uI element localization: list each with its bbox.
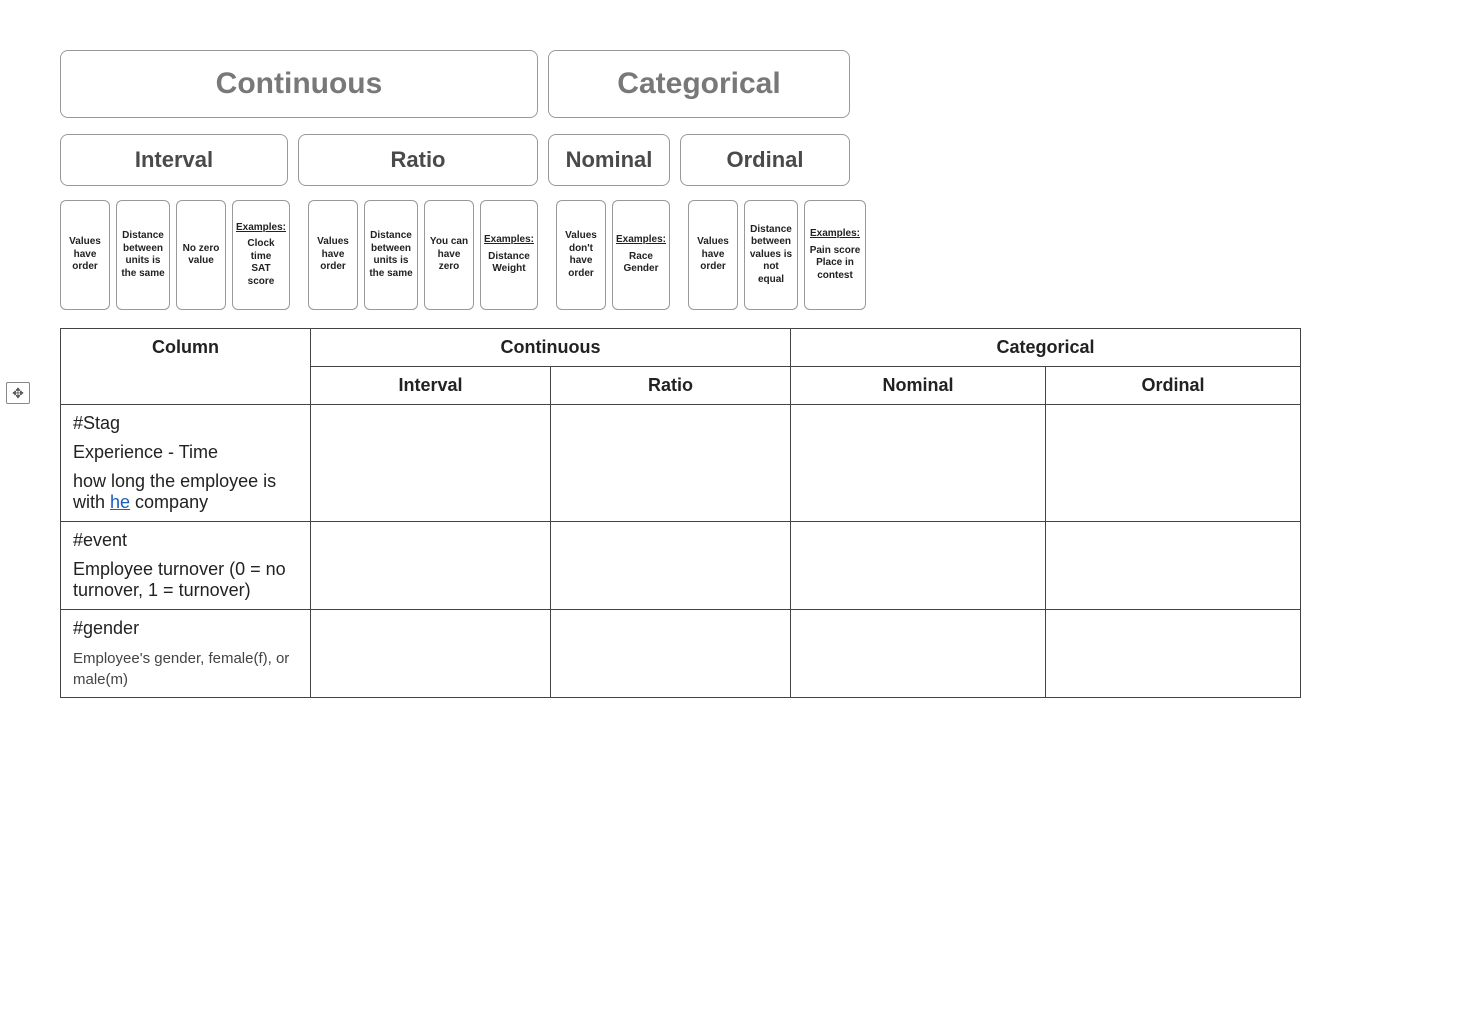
canvas: ContinuousCategorical IntervalRatioNomin… [0,0,1474,1018]
example-line: Weight [492,263,525,276]
example-line: Clock time [237,238,285,263]
hierarchy-row-3-leaves: Values have orderDistance between units … [60,200,1414,310]
examples-heading: Examples: [236,222,286,235]
example-line: Pain score [810,245,861,258]
leaf-nominal-examples: Examples: RaceGender [612,200,670,310]
cell-ordinal[interactable] [1046,522,1301,610]
th-nominal: Nominal [791,367,1046,405]
cell-interval[interactable] [311,522,551,610]
row-desc: Employee's gender, female(f), or male(m) [73,650,289,688]
row-title: Experience - Time [73,442,298,463]
row-desc: how long the employee is with he company [73,471,276,512]
table-body: #Stag Experience - Time how long the emplo… [61,405,1301,698]
leaf-interval: Values have order [60,200,110,310]
cell-ratio[interactable] [551,522,791,610]
cell-column[interactable]: #Stag Experience - Time how long the emplo… [61,405,311,522]
example-line: Gender [623,263,658,276]
leaf-ordinal: Values have order [688,200,738,310]
examples-heading: Examples: [484,234,534,247]
example-line: Race [629,251,653,264]
hierarchy-row-2: IntervalRatioNominalOrdinal [60,134,1414,186]
leaf-ratio: Distance between units is the same [364,200,418,310]
cell-nominal[interactable] [791,522,1046,610]
leaf-nominal: Values don't have order [556,200,606,310]
classification-table: Column Continuous Categorical Interval R… [60,328,1301,698]
leaf-group-gap [296,200,302,310]
th-continuous: Continuous [311,329,791,367]
hierarchy-box-continuous: Continuous [60,50,538,118]
table-move-handle[interactable]: ✥ [6,382,30,404]
cell-column[interactable]: #gender Employee's gender, female(f), or … [61,610,311,698]
example-line: SAT score [237,263,285,288]
th-categorical: Categorical [791,329,1301,367]
th-ordinal: Ordinal [1046,367,1301,405]
hierarchy-box-ordinal: Ordinal [680,134,850,186]
row-tag: #event [73,530,298,551]
table-header-row-1: Column Continuous Categorical [61,329,1301,367]
table-row: #Stag Experience - Time how long the emplo… [61,405,1301,522]
leaf-ordinal: Distance between values is not equal [744,200,798,310]
th-ratio: Ratio [551,367,791,405]
hierarchy-box-nominal: Nominal [548,134,670,186]
table-row: #event Employee turnover (0 = no turnover… [61,522,1301,610]
cell-ordinal[interactable] [1046,405,1301,522]
hierarchy-box-categorical: Categorical [548,50,850,118]
leaf-ratio: You can have zero [424,200,474,310]
cell-ratio[interactable] [551,405,791,522]
example-line: Place in contest [809,257,861,282]
examples-heading: Examples: [616,234,666,247]
cell-nominal[interactable] [791,405,1046,522]
cell-column[interactable]: #event Employee turnover (0 = no turnover… [61,522,311,610]
cell-ordinal[interactable] [1046,610,1301,698]
th-column: Column [61,329,311,405]
cell-ratio[interactable] [551,610,791,698]
hierarchy-row-1: ContinuousCategorical [60,50,1414,118]
leaf-ratio-examples: Examples: DistanceWeight [480,200,538,310]
row-desc: Employee turnover (0 = no turnover, 1 = … [73,559,286,600]
leaf-ratio: Values have order [308,200,358,310]
cell-nominal[interactable] [791,610,1046,698]
example-line: Distance [488,251,530,264]
hierarchy-box-ratio: Ratio [298,134,538,186]
hierarchy-box-interval: Interval [60,134,288,186]
leaf-interval-examples: Examples: Clock timeSAT score [232,200,290,310]
leaf-group-gap [676,200,682,310]
underlined-word: he [110,492,130,512]
cell-interval[interactable] [311,405,551,522]
row-tag: #Stag [73,413,298,434]
row-tag: #gender [73,618,298,639]
leaf-group-gap [544,200,550,310]
move-icon: ✥ [12,385,24,402]
leaf-interval: No zero value [176,200,226,310]
cell-interval[interactable] [311,610,551,698]
examples-heading: Examples: [810,228,860,241]
leaf-interval: Distance between units is the same [116,200,170,310]
table-row: #gender Employee's gender, female(f), or … [61,610,1301,698]
th-interval: Interval [311,367,551,405]
leaf-ordinal-examples: Examples: Pain scorePlace in contest [804,200,866,310]
